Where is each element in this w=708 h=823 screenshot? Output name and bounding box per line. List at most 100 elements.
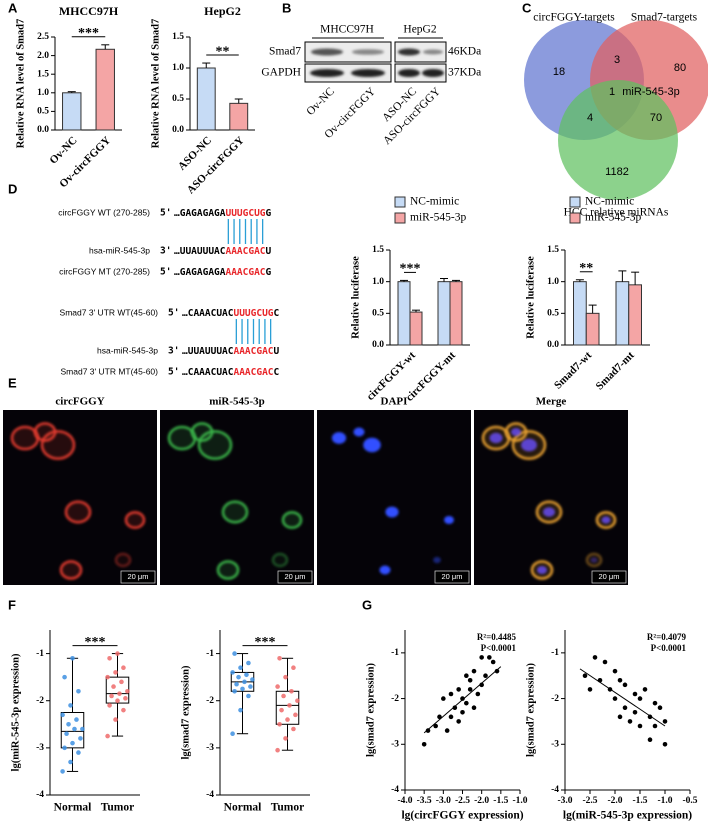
data-point [652, 723, 658, 729]
sequence: …CAAACUACAAACGACC [182, 367, 280, 378]
x-tick-label: -1.5 [632, 796, 647, 806]
channel-title: Merge [536, 396, 567, 408]
sequence-part: C [274, 308, 280, 319]
data-point [448, 691, 454, 697]
data-point [475, 691, 481, 697]
data-point [119, 679, 124, 685]
strand-end: 5' [160, 267, 171, 278]
nucleus [379, 565, 391, 575]
sequence-part: UUUGCUG [225, 208, 265, 219]
data-point [230, 731, 235, 737]
sequence-label: circFGGY WT (270-285) [58, 207, 150, 217]
sequence-part: …GAGAGAGA [174, 208, 226, 219]
data-point [275, 684, 280, 689]
bar [437, 281, 451, 346]
data-point [123, 696, 128, 701]
data-point [479, 655, 484, 660]
significance: ** [579, 261, 593, 276]
data-point [456, 687, 461, 692]
region-count: 1 [609, 86, 615, 98]
band [310, 69, 344, 77]
panel-label: A [8, 0, 18, 15]
data-point [448, 714, 454, 720]
data-point [70, 655, 75, 661]
bar [449, 281, 463, 346]
y-tick-label: 2.5 [37, 32, 49, 42]
data-point [464, 700, 469, 706]
nucleus [433, 556, 441, 564]
x-tick-label: -1.0 [512, 796, 527, 806]
y-tick-label: 0.5 [37, 107, 49, 117]
x-axis-label: lg(circFGGY expression) [401, 810, 523, 822]
data-point [244, 672, 249, 678]
bar [573, 281, 587, 346]
data-point [425, 728, 431, 733]
scale-bar-box [120, 570, 156, 584]
data-point [242, 679, 247, 685]
data-point [238, 665, 243, 671]
cell [281, 511, 303, 529]
panel-label: G [362, 597, 372, 612]
cell [124, 511, 146, 529]
data-point [125, 688, 130, 694]
scale-bar-box [591, 570, 627, 584]
x-axis-label: lg(miR-545-3p expression) [563, 810, 692, 822]
data-point [230, 670, 235, 675]
bar [615, 281, 630, 346]
data-point [107, 703, 112, 708]
data-point [121, 707, 126, 713]
sequence-label: Smad7 3' UTR MT(45-60) [60, 366, 158, 376]
y-tick-label: 1.0 [372, 277, 384, 287]
data-point [662, 741, 668, 747]
data-point [76, 750, 81, 755]
bar [196, 67, 216, 131]
data-point [490, 659, 496, 665]
panel-label: E [8, 375, 17, 390]
region-label: miR-545-3p [622, 86, 679, 98]
venn-set [558, 80, 678, 200]
y-tick-label: 1.0 [37, 88, 49, 98]
data-point [647, 737, 653, 743]
sequence: …GAGAGAGAAAACGACG [174, 267, 272, 278]
cell-line: HepG2 [403, 24, 436, 36]
data-point [652, 700, 658, 706]
x-tick-label: -3.5 [417, 796, 432, 806]
sequence-part: U [266, 246, 272, 257]
y-tick-label: -1 [391, 648, 399, 658]
data-point [68, 703, 73, 708]
band [423, 49, 443, 55]
data-point [287, 703, 292, 708]
data-point [471, 705, 477, 711]
data-point [279, 707, 284, 713]
cell [59, 560, 83, 580]
scale-bar-box [277, 570, 313, 584]
band [311, 48, 343, 56]
data-point [232, 651, 237, 656]
data-point [248, 684, 253, 689]
data-point [109, 693, 114, 699]
sequence-part: UUUGCUG [233, 308, 273, 319]
y-tick-label: 0.0 [172, 125, 184, 135]
channel-title: DAPI [381, 396, 408, 408]
data-point [281, 693, 286, 699]
data-point [627, 719, 633, 724]
sequence-part: U [274, 346, 280, 357]
x-tick-label: -2.0 [474, 796, 489, 806]
blot-frame [394, 41, 447, 63]
data-point [62, 745, 67, 751]
data-point [246, 693, 251, 699]
data-point [291, 665, 296, 671]
sequence-part: …GAGAGAGA [174, 267, 226, 278]
region-count: 3 [614, 54, 620, 66]
nucleus [511, 428, 521, 436]
y-tick-label: -1 [206, 649, 214, 659]
nucleus [590, 557, 598, 563]
fit-line [423, 666, 502, 734]
data-point [460, 696, 465, 701]
data-point [121, 665, 126, 671]
sequence-part: …CAAACUAC [182, 308, 234, 319]
set-label: circFGGY-targets [533, 12, 615, 24]
scale-bar-box [434, 570, 470, 584]
y-tick-label: -4 [206, 790, 214, 800]
lane-label: Ov-NC [305, 85, 338, 118]
